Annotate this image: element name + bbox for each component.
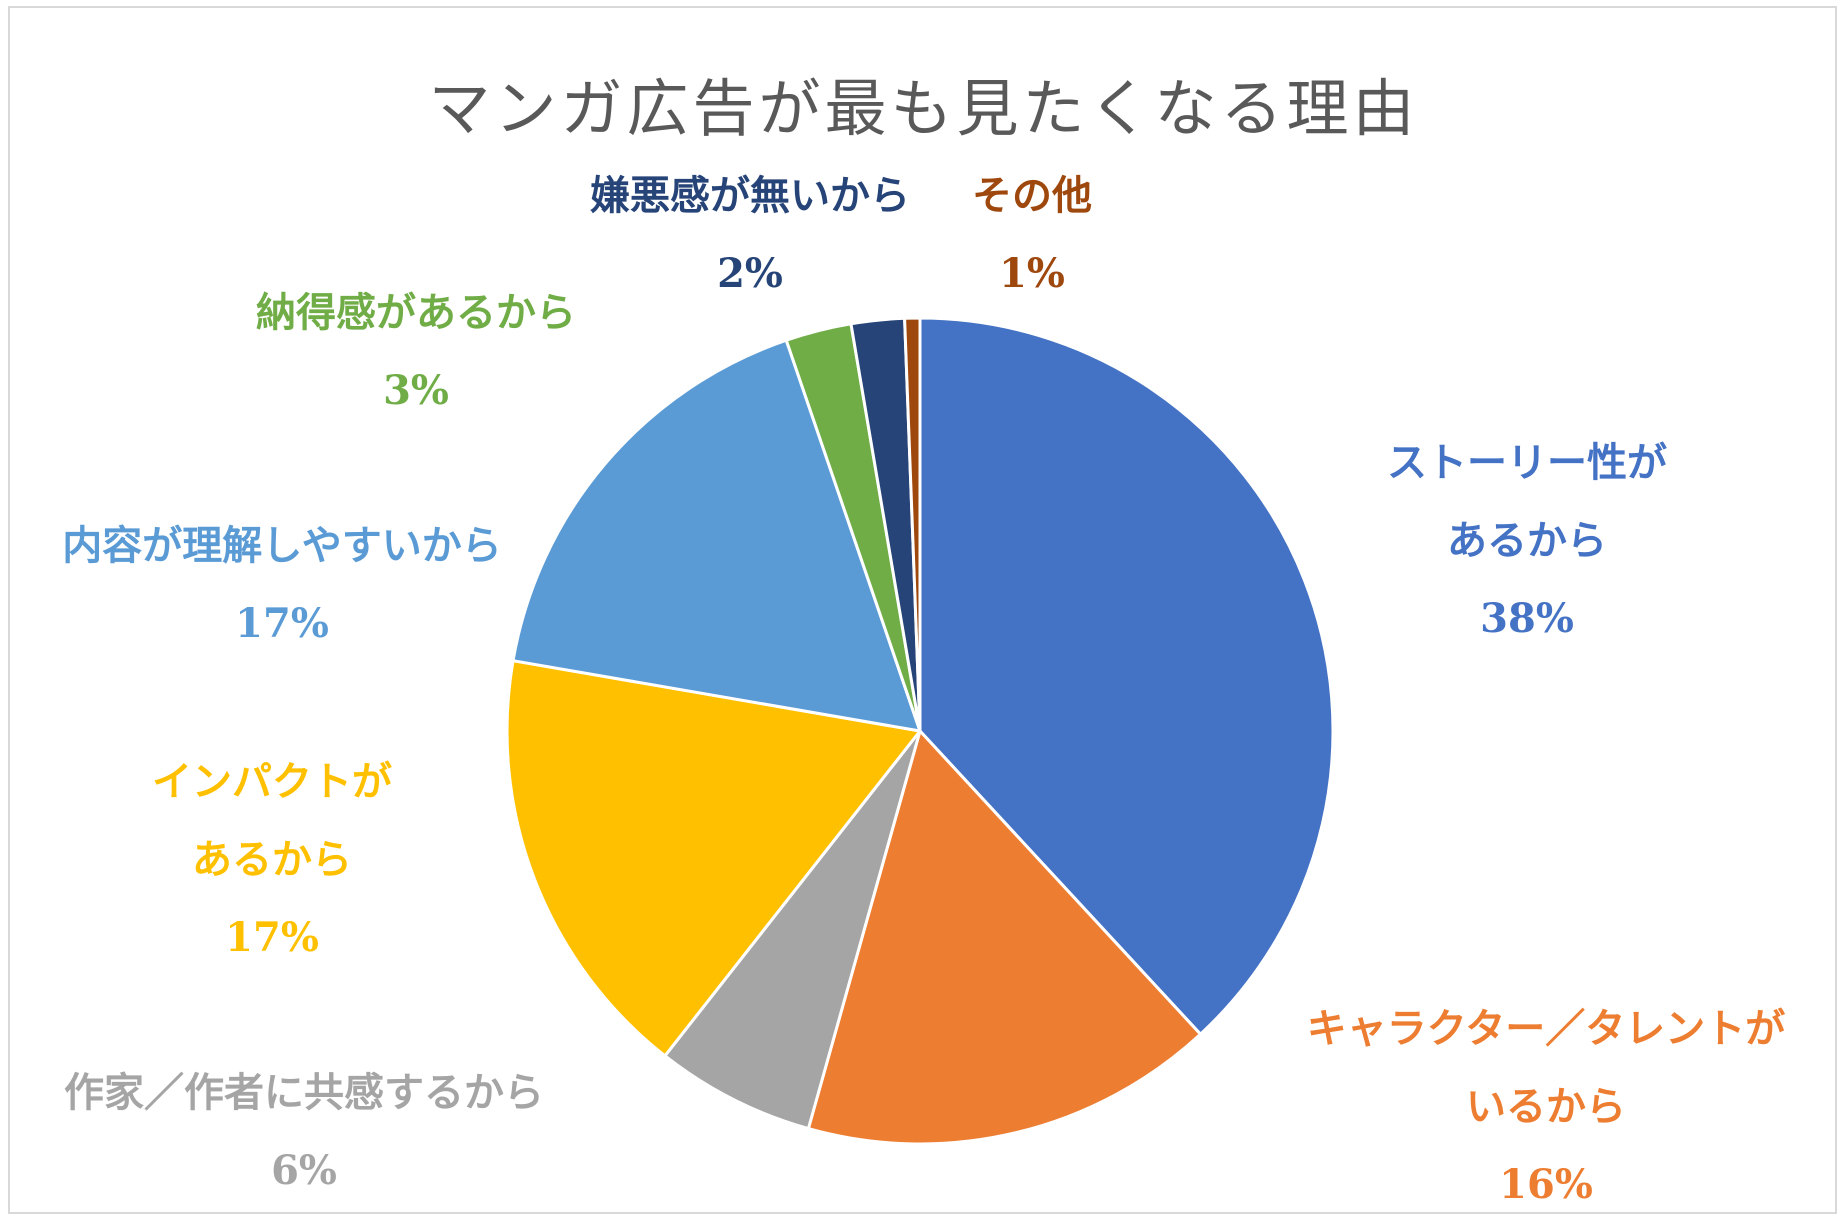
data-label-no-aversion: 嫌悪感が無いから 2% — [590, 157, 910, 313]
chart-title: マンガ広告が最も見たくなる理由 — [428, 72, 1419, 145]
data-label-percent: 17% — [235, 600, 329, 647]
data-label-category: その他 — [972, 172, 1092, 219]
pie-slice-story — [918, 316, 1335, 1036]
data-label-category: 作家／作者に共感するから — [64, 1069, 544, 1116]
data-label-percent: 17% — [225, 914, 319, 961]
data-label-category: ストーリー性が — [1387, 439, 1667, 486]
data-label-category: インパクトが — [152, 758, 392, 805]
data-label-impact: インパクトが あるから 17% — [152, 743, 392, 977]
data-label-understand: 内容が理解しやすいから 17% — [62, 507, 502, 663]
data-label-other: その他 1% — [972, 157, 1092, 313]
data-label-category: キャラクター／タレントが — [1306, 1005, 1786, 1052]
data-label-story: ストーリー性が あるから 38% — [1387, 424, 1667, 658]
data-label-author: 作家／作者に共感するから 6% — [64, 1054, 544, 1210]
pie-slice-character — [806, 729, 1202, 1146]
data-label-percent: 38% — [1480, 595, 1574, 642]
pie-slice-author — [663, 729, 922, 1131]
data-label-percent: 3% — [383, 367, 449, 414]
data-label-category: あるから — [192, 836, 352, 883]
data-label-percent: 1% — [999, 250, 1065, 297]
data-label-category: 内容が理解しやすいから — [62, 522, 502, 569]
data-label-category: あるから — [1447, 517, 1607, 564]
data-label-percent: 6% — [271, 1147, 337, 1194]
data-label-category: 納得感があるから — [256, 289, 576, 336]
data-label-percent: 16% — [1499, 1161, 1593, 1208]
data-label-category: いるから — [1466, 1083, 1626, 1130]
pie-slice-impact — [505, 659, 922, 1058]
data-label-convincing: 納得感があるから 3% — [256, 274, 576, 430]
data-label-character: キャラクター／タレントが いるから 16% — [1307, 990, 1785, 1224]
data-label-percent: 2% — [717, 250, 783, 297]
data-label-category: 嫌悪感が無いから — [590, 172, 910, 219]
pie-slice-other — [903, 316, 922, 733]
